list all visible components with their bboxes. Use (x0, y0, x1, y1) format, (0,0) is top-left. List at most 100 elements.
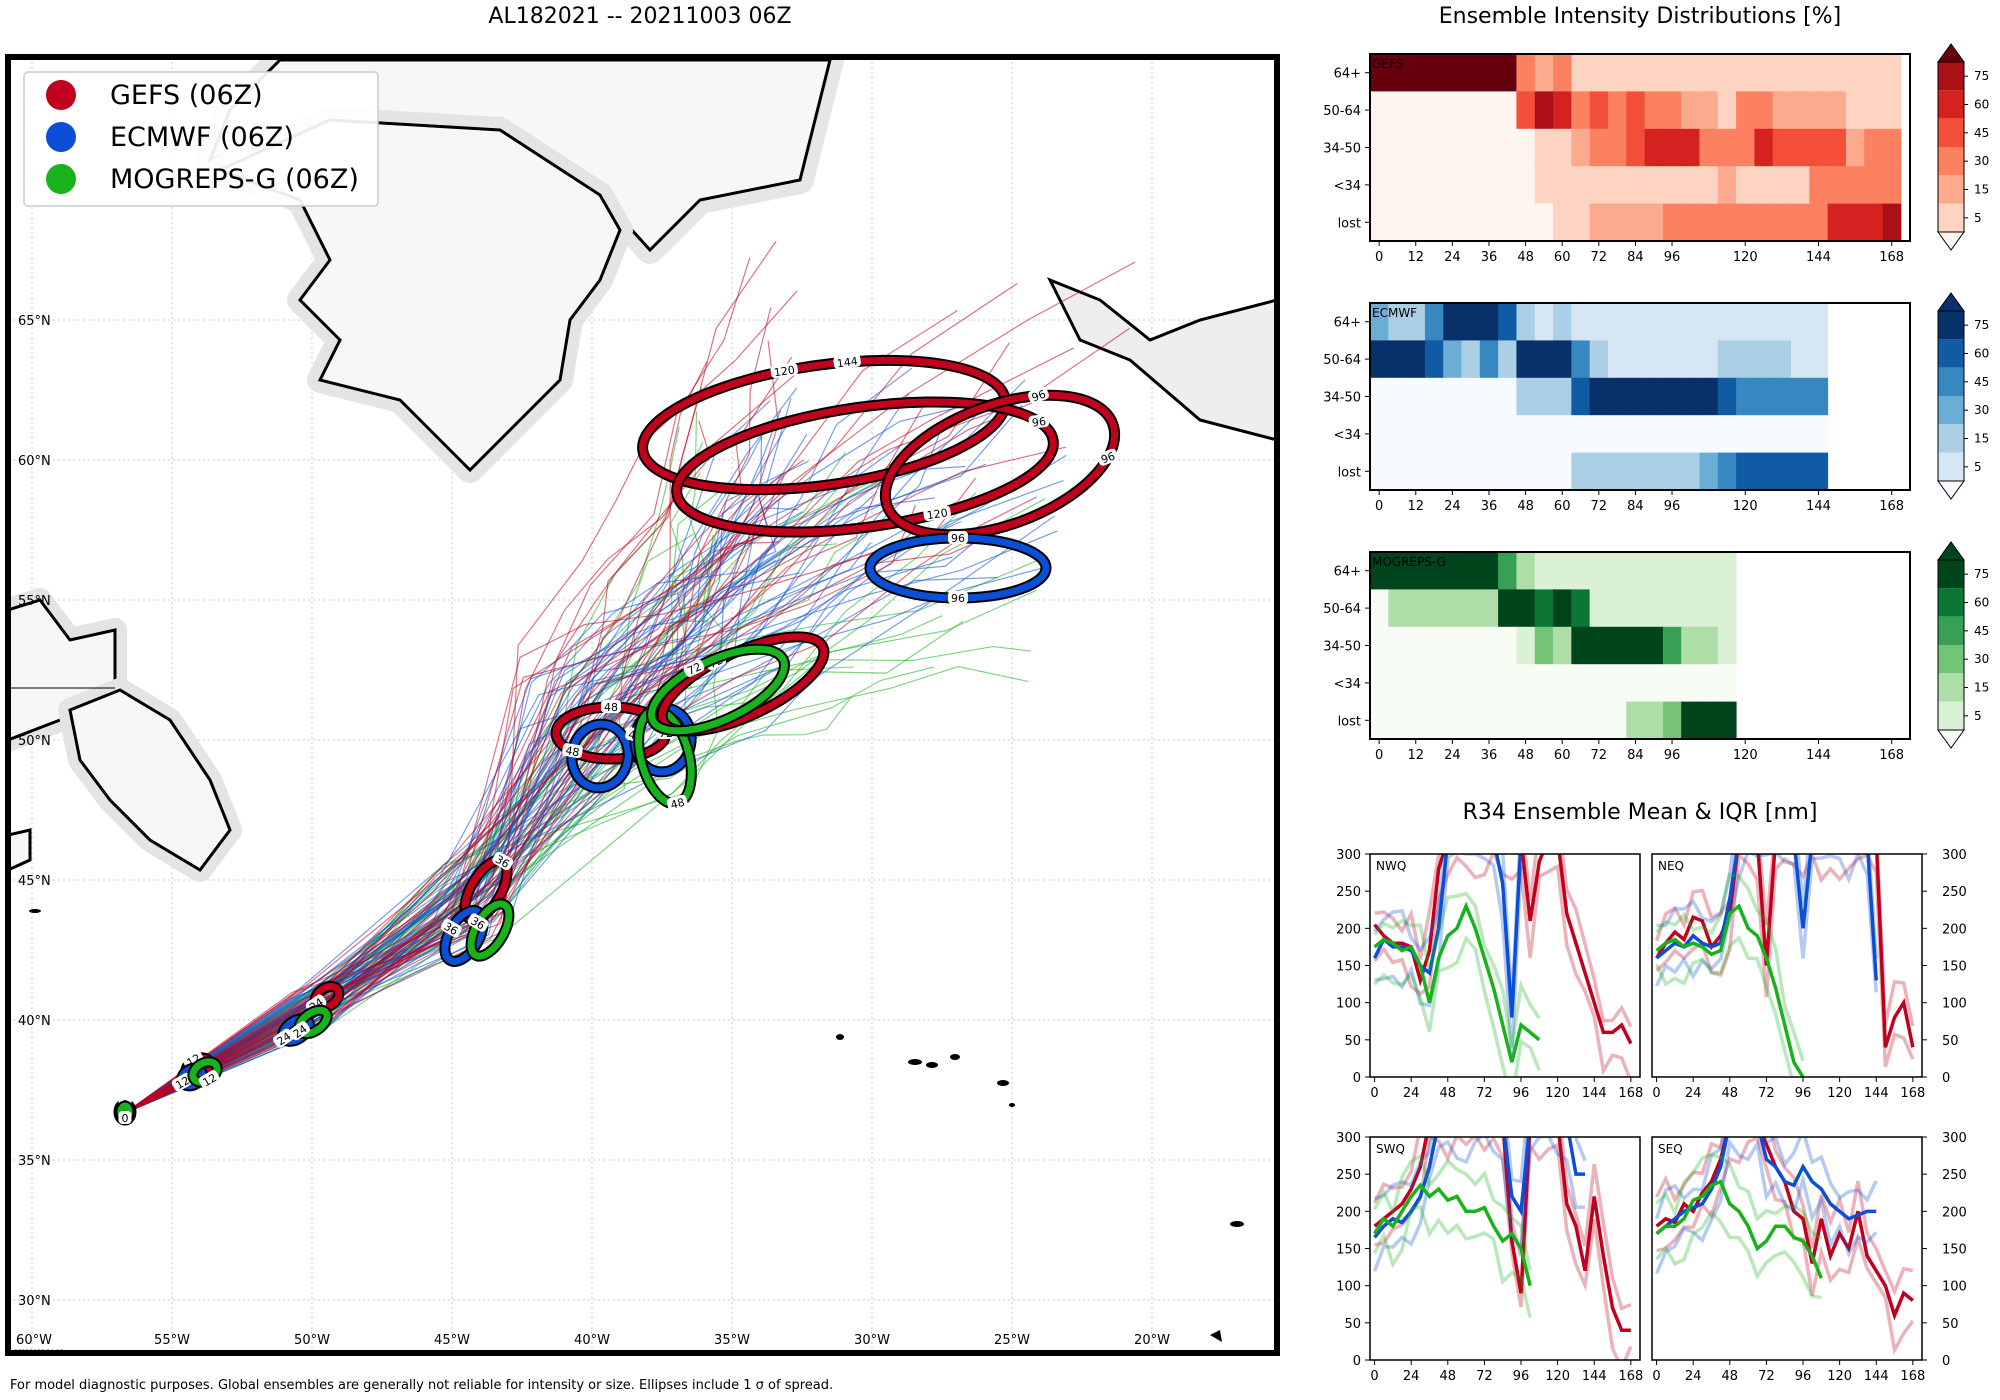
r34-y-tick: 200 (1942, 1205, 1967, 1220)
heatmap-cell (1791, 166, 1810, 205)
r34-y-tick: 150 (1942, 1243, 1967, 1258)
heatmap-cell (1662, 552, 1682, 590)
r34-mean-line (1655, 854, 1878, 981)
heatmap-x-tick: 36 (1481, 250, 1498, 265)
heatmap-row-label: 34-50 (1323, 391, 1361, 406)
r34-mean-line (1373, 901, 1541, 1063)
r34-iqr-line (1373, 1205, 1532, 1319)
heatmap-model-label: MOGREPS-G (1372, 555, 1446, 569)
heatmap-cell (1461, 91, 1481, 130)
colorbar-tick: 5 (1974, 460, 1982, 474)
heatmap-cell (1370, 701, 1389, 740)
r34-x-tick: 120 (1827, 1086, 1852, 1101)
heatmap-cell (1754, 91, 1774, 130)
heatmap-cell (1736, 303, 1755, 341)
heatmap-cell (1736, 340, 1755, 379)
heatmap-cell (1534, 91, 1554, 130)
heatmap-row-label: <34 (1334, 677, 1361, 692)
heatmap-cell (1644, 626, 1664, 665)
heatmap-cell (1406, 589, 1426, 628)
ellipse-label: 120 (926, 506, 949, 522)
heatmap-cell (1424, 415, 1444, 454)
heatmap-cell (1809, 128, 1829, 167)
heatmap-cell (1406, 664, 1426, 703)
heatmap-cell (1443, 626, 1463, 665)
ensemble-track (124, 309, 958, 1114)
heatmap-cell (1736, 377, 1755, 416)
heatmap-cell (1553, 415, 1572, 454)
heatmap-cell (1717, 54, 1737, 92)
r34-quadrant-label: NWQ (1376, 859, 1406, 873)
heatmap-cell (1644, 91, 1664, 130)
main-title: AL182021 -- 20211003 06Z (488, 4, 792, 29)
heatmap-cell (1607, 340, 1627, 379)
colorbar-frame (1937, 61, 1965, 233)
heatmap-cell (1370, 166, 1389, 205)
heatmap-cell (1498, 701, 1517, 740)
r34-y-tick: 0 (1942, 1071, 1950, 1086)
heatmap-cell (1516, 303, 1536, 341)
heatmap-cell (1809, 54, 1829, 92)
heatmap-cell (1626, 91, 1646, 130)
heatmap-x-tick: 24 (1444, 250, 1461, 265)
heatmap-cell (1809, 166, 1829, 205)
r34-x-tick: 0 (1370, 1086, 1378, 1101)
colorbar-segment (1938, 147, 1964, 176)
legend-mogreps-marker (46, 164, 76, 194)
colorbar-segment (1938, 90, 1964, 119)
heatmap-cell (1424, 128, 1444, 167)
r34-x-tick: 144 (1864, 1369, 1889, 1380)
heatmap-cell (1845, 128, 1865, 167)
colorbar-segment (1938, 367, 1964, 396)
ellipse-label-bg (562, 743, 583, 759)
heatmap-x-tick: 60 (1554, 250, 1571, 265)
heatmap-cell (1370, 415, 1389, 454)
heatmap-cell (1479, 166, 1499, 205)
heatmap-cell (1443, 54, 1463, 92)
r34-iqr-line (1373, 1153, 1532, 1272)
ellipse-label: 48 (604, 701, 618, 714)
heatmap-cell (1406, 340, 1426, 379)
heatmap-cell (1516, 701, 1536, 740)
heatmap-cell (1498, 664, 1517, 703)
heatmap-cell (1461, 552, 1481, 590)
heatmap-cell (1626, 203, 1646, 242)
heatmap-cell (1498, 340, 1517, 379)
spread-ellipse: 36 (439, 905, 489, 967)
r34-y-tick: 250 (1336, 1168, 1361, 1183)
heatmap-cell (1553, 377, 1572, 416)
heatmap-cell (1827, 91, 1847, 130)
heatmap-cell (1644, 701, 1664, 740)
heatmap-cell (1626, 415, 1646, 454)
heatmap-x-tick: 60 (1554, 499, 1571, 514)
heatmap-cell (1388, 664, 1408, 703)
heatmap-cell (1772, 91, 1792, 130)
lat-label: 45°N (18, 874, 51, 889)
heatmap-cell (1388, 589, 1408, 628)
heatmap-cell (1498, 54, 1517, 92)
ellipse-label: 36 (493, 853, 512, 871)
heatmap-cell (1553, 91, 1572, 130)
ellipse-label-bg (273, 1028, 294, 1048)
r34-iqr-line (1373, 854, 1522, 1002)
heatmap-cell (1461, 415, 1481, 454)
heatmap-cell (1534, 415, 1554, 454)
heatmap-cell (1534, 552, 1554, 590)
colorbar-segment (1938, 645, 1964, 674)
heatmap-cell (1406, 626, 1426, 665)
r34-y-tick: 50 (1344, 1034, 1361, 1049)
lon-label: 30°W (854, 1333, 890, 1348)
colorbar-frame (1937, 559, 1965, 731)
heatmap-cell (1699, 91, 1719, 130)
heatmap-cell (1589, 552, 1609, 590)
heatmap-cell (1461, 701, 1481, 740)
r34-y-tick: 200 (1336, 1205, 1361, 1220)
heatmap-cell (1571, 54, 1591, 92)
r34-y-tick: 250 (1942, 1168, 1967, 1183)
ellipse-label: 12 (200, 1071, 219, 1089)
heatmap-cell (1424, 377, 1444, 416)
heatmap-cell (1626, 589, 1646, 628)
ellipse-label-bg (770, 362, 798, 379)
labrador-landmass (8, 588, 242, 882)
